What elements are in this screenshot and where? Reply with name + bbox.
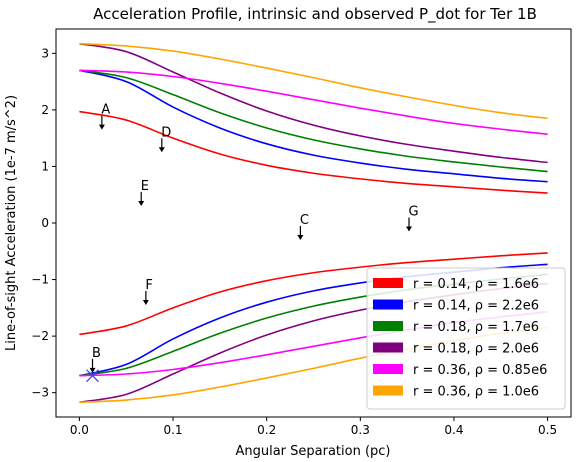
x-tick-label: 0.5	[538, 423, 557, 437]
x-marker-stroke	[86, 369, 99, 383]
y-tick-label: −1	[31, 273, 49, 287]
legend-swatch	[373, 278, 403, 288]
annotation-arrow-head	[142, 300, 149, 306]
annotation-label-G: G	[409, 204, 419, 219]
y-tick-label: 0	[41, 216, 49, 230]
legend-entry: r = 0.14, ρ = 1.6e6	[413, 277, 539, 292]
annotation-arrow-head	[138, 201, 145, 207]
annotation-label-B: B	[92, 346, 101, 361]
annotation-label-D: D	[161, 125, 171, 140]
legend-swatch	[373, 385, 403, 396]
legend: r = 0.14, ρ = 1.6e6 r = 0.14, ρ = 2.2e6 r …	[366, 267, 566, 410]
legend-swatch	[373, 342, 403, 353]
series-0-lower-line	[79, 252, 548, 336]
series-3-upper-line	[79, 42, 548, 164]
legend-entry: r = 0.36, ρ = 1.0e6	[413, 385, 539, 400]
legend-entry: r = 0.36, ρ = 0.85e6	[413, 363, 547, 378]
series-1-upper-line	[79, 69, 548, 183]
x-tick-label: 0.4	[444, 423, 463, 437]
y-tick-label: 1	[41, 159, 49, 173]
annotation-arrow-head	[158, 147, 165, 153]
x-tick-label: 0.2	[257, 423, 276, 437]
annotation-arrow-head	[406, 226, 413, 232]
legend-entry: r = 0.14, ρ = 2.2e6	[413, 299, 539, 314]
x-axis-ticks: 0.0 0.1 0.2 0.3 0.4 0.5	[70, 417, 557, 437]
annotation-arrow-head	[89, 367, 96, 373]
x-tick-label: 0.1	[163, 423, 182, 437]
x-tick-label: 0.0	[70, 423, 89, 437]
series-2-upper-line	[79, 69, 548, 173]
legend-entry: r = 0.18, ρ = 2.0e6	[413, 342, 539, 357]
y-axis-label: Line-of-sight Acceleration (1e-7 m/s^2)	[4, 95, 19, 351]
series-0-upper-line	[79, 110, 548, 194]
annotations: A D E C G F B	[89, 103, 419, 373]
y-tick-label: 3	[41, 46, 49, 60]
chart-title: Acceleration Profile, intrinsic and obse…	[93, 5, 537, 24]
x-tick-label: 0.3	[351, 423, 370, 437]
y-axis-ticks: −3 −2 −1 0 1 2 3	[31, 46, 56, 400]
annotation-label-C: C	[300, 213, 309, 228]
y-tick-label: −2	[31, 329, 49, 343]
annotation-arrow-head	[98, 124, 105, 130]
legend-swatch	[373, 364, 403, 374]
annotation-label-A: A	[101, 103, 110, 118]
annotation-label-F: F	[145, 278, 152, 293]
legend-entry: r = 0.18, ρ = 1.7e6	[413, 320, 539, 335]
y-tick-label: −3	[31, 386, 49, 400]
legend-swatch	[373, 321, 403, 331]
x-axis-label: Angular Separation (pc)	[235, 444, 390, 459]
observed-marker	[86, 369, 99, 383]
legend-swatch	[373, 299, 403, 310]
y-tick-label: 2	[41, 103, 49, 117]
annotation-label-E: E	[141, 179, 149, 194]
series-4-upper-line	[79, 69, 548, 135]
legend-box	[366, 267, 566, 410]
series-5-upper-line	[79, 42, 548, 120]
annotation-arrow-head	[297, 234, 304, 240]
